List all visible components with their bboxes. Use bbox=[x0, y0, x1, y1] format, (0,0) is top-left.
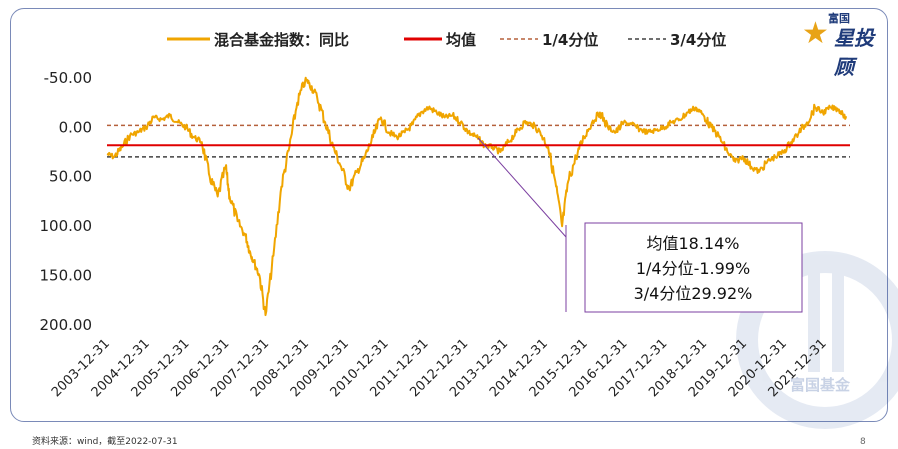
legend-q3: 3/4分位 bbox=[670, 31, 726, 49]
series-layer bbox=[106, 76, 850, 317]
legend: 混合基金指数：同比 均值 1/4分位 3/4分位 bbox=[167, 31, 726, 49]
logo-brand: 富国 bbox=[828, 12, 850, 25]
y-tick-label: 50.00 bbox=[49, 168, 92, 186]
footer-source: 资料来源：wind，截至2022-07-31 bbox=[32, 437, 178, 447]
reference-lines bbox=[107, 124, 850, 158]
chart-frame bbox=[10, 8, 888, 422]
brand-logo: ★ 富国 星投顾 bbox=[800, 10, 890, 79]
watermark-emblem bbox=[736, 251, 898, 429]
page-number: 8 bbox=[860, 437, 866, 447]
y-tick-label: -50.00 bbox=[44, 69, 92, 87]
series-line bbox=[106, 76, 848, 317]
annotation-box bbox=[584, 222, 803, 313]
logo-mark: 星投顾 bbox=[834, 26, 874, 79]
annotation-mean: 均值18.14% bbox=[646, 234, 739, 253]
legend-q1: 1/4分位 bbox=[542, 31, 598, 49]
y-tick-label: 100.00 bbox=[40, 217, 93, 235]
y-tick-label: 0.00 bbox=[59, 118, 92, 136]
legend-mean: 均值 bbox=[446, 31, 476, 49]
y-tick-label: 200.00 bbox=[40, 316, 93, 334]
annotation-q1: 1/4分位-1.99% bbox=[636, 259, 750, 278]
legend-series: 混合基金指数：同比 bbox=[214, 31, 349, 49]
annotation-leader bbox=[477, 137, 567, 238]
watermark-text: 富国基金 bbox=[790, 376, 851, 394]
x-axis: 2003-12-312004-12-312005-12-312006-12-31… bbox=[49, 336, 830, 400]
y-axis: -50.00 0.00 50.00 100.00 150.00 200.00 bbox=[40, 69, 93, 334]
y-tick-label: 150.00 bbox=[40, 267, 93, 285]
star-icon: ★ bbox=[802, 16, 829, 51]
annotation-q3: 3/4分位29.92% bbox=[634, 284, 753, 303]
